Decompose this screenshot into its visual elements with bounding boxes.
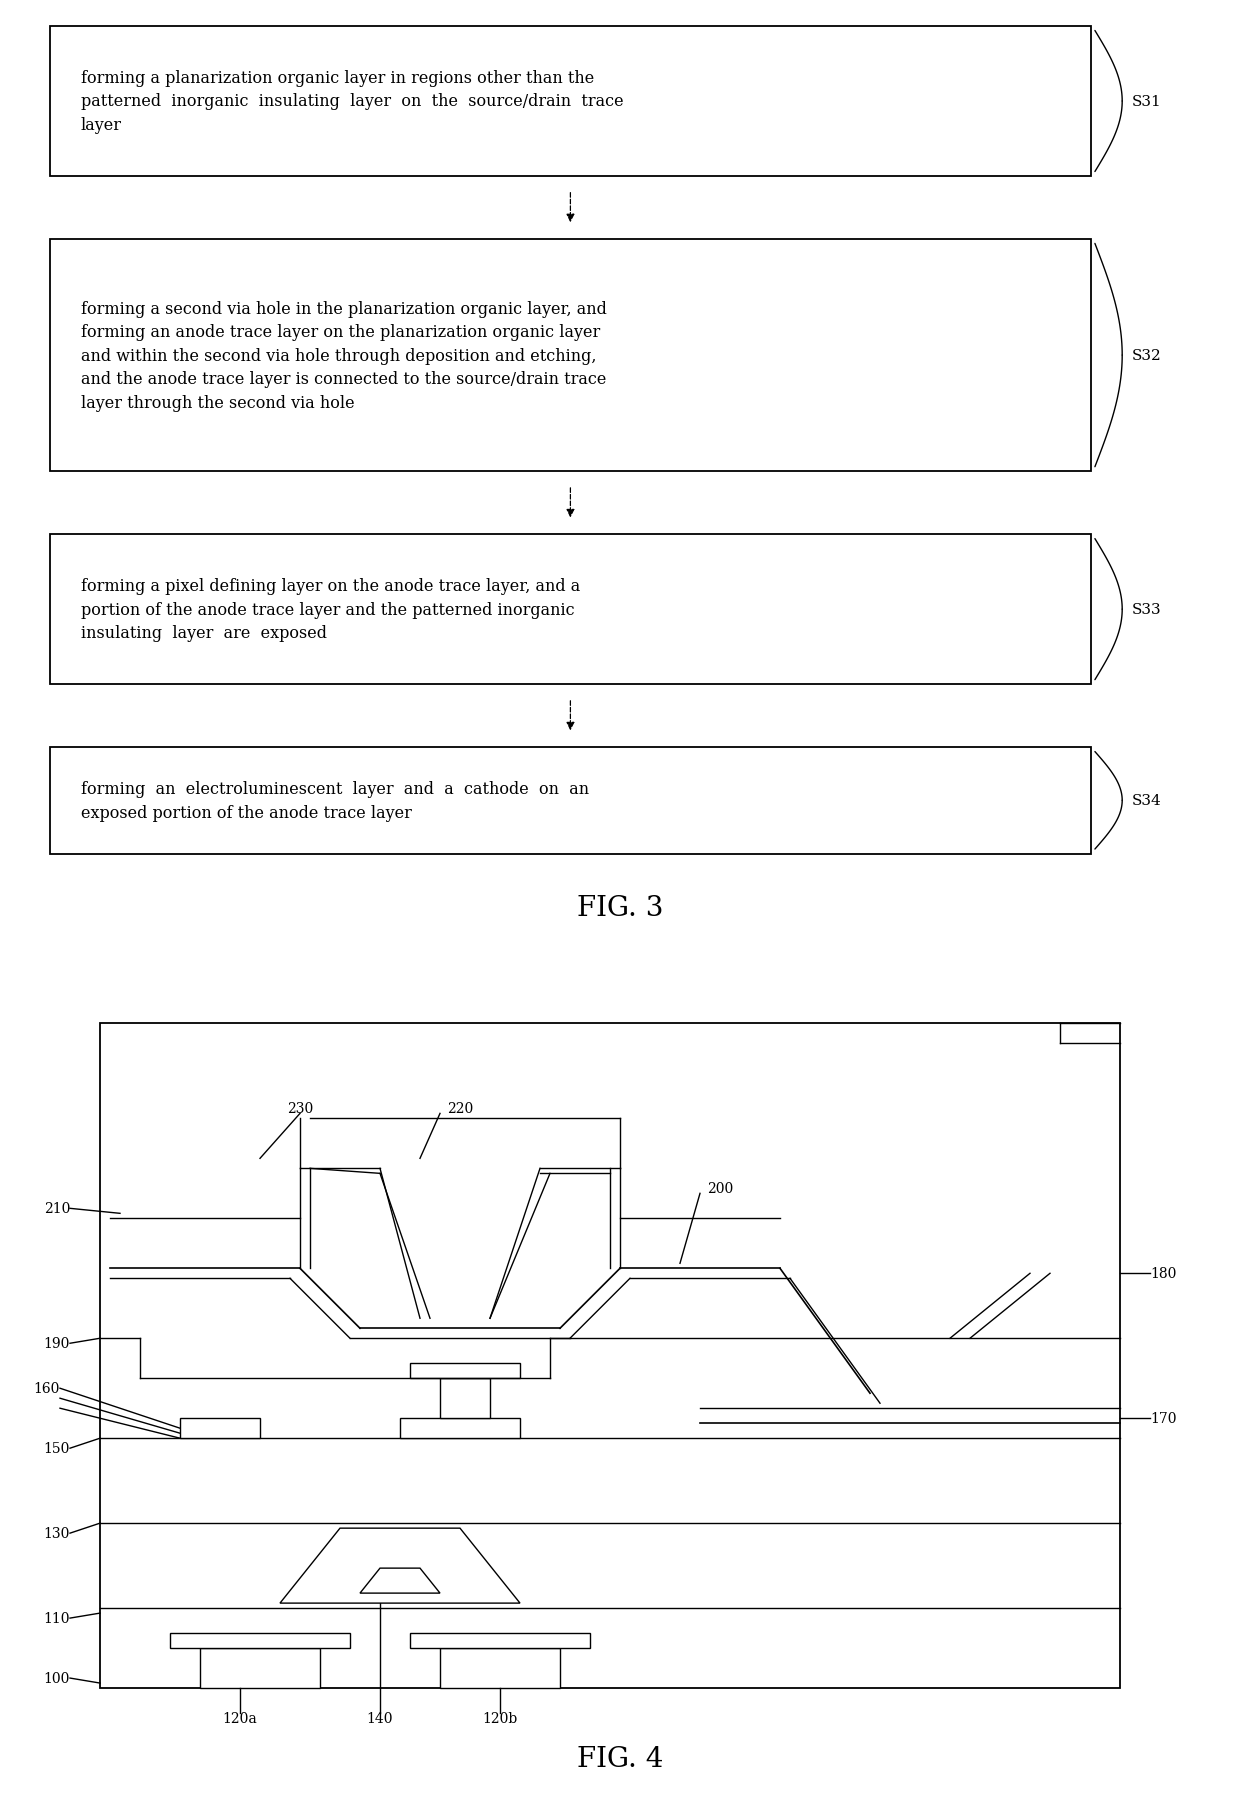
Text: forming a second via hole in the planarization organic layer, and
forming an ano: forming a second via hole in the planari… [81, 300, 606, 412]
Bar [410, 1363, 520, 1379]
Text: 130: 130 [43, 1527, 69, 1541]
Text: 200: 200 [707, 1181, 733, 1196]
Text: 230: 230 [286, 1102, 314, 1117]
Text: 170: 170 [1149, 1411, 1177, 1426]
Bar [50, 239, 1091, 471]
Bar [200, 1649, 320, 1688]
Bar [100, 1023, 1120, 1688]
Bar [170, 1633, 350, 1649]
Bar [180, 1419, 260, 1438]
Text: 220: 220 [446, 1102, 474, 1117]
Bar [440, 1379, 490, 1419]
Bar [50, 27, 1091, 176]
Polygon shape [360, 1568, 440, 1593]
Text: 110: 110 [43, 1611, 69, 1625]
Text: forming  an  electroluminescent  layer  and  a  cathode  on  an
exposed portion : forming an electroluminescent layer and … [81, 780, 589, 822]
Bar [410, 1633, 590, 1649]
Text: FIG. 3: FIG. 3 [577, 894, 663, 922]
Bar [401, 1419, 520, 1438]
Text: FIG. 4: FIG. 4 [577, 1744, 663, 1771]
Text: 190: 190 [43, 1336, 69, 1350]
Text: 180: 180 [1149, 1266, 1177, 1280]
Bar [50, 534, 1091, 685]
Text: 100: 100 [43, 1670, 69, 1685]
Polygon shape [280, 1528, 520, 1604]
Text: 120b: 120b [482, 1712, 517, 1724]
Text: 160: 160 [33, 1381, 60, 1395]
Bar [440, 1649, 560, 1688]
Text: S34: S34 [1132, 795, 1162, 807]
Text: 120a: 120a [223, 1712, 258, 1724]
Text: S31: S31 [1132, 95, 1162, 110]
Text: S32: S32 [1132, 349, 1162, 363]
Text: forming a planarization organic layer in regions other than the
patterned  inorg: forming a planarization organic layer in… [81, 70, 624, 133]
Text: forming a pixel defining layer on the anode trace layer, and a
portion of the an: forming a pixel defining layer on the an… [81, 577, 580, 642]
Bar [50, 748, 1091, 854]
Text: 210: 210 [43, 1201, 69, 1215]
Text: S33: S33 [1132, 602, 1162, 617]
Text: 140: 140 [367, 1712, 393, 1724]
Text: 150: 150 [43, 1442, 69, 1455]
